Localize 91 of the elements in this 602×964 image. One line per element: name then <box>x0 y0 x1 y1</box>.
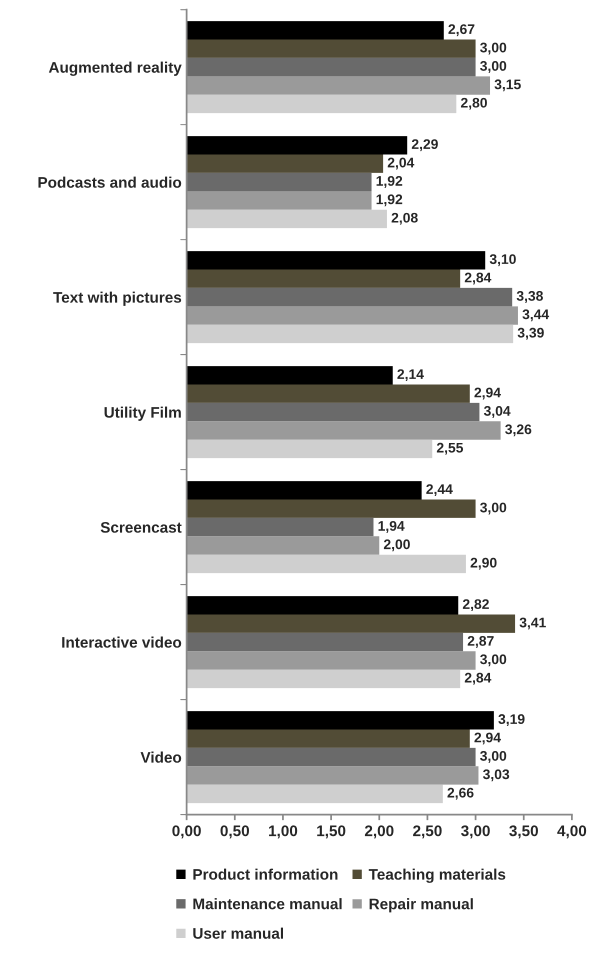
data-label: 3,39 <box>518 328 544 340</box>
data-label: 2,55 <box>436 442 464 455</box>
data-label: 3,00 <box>480 42 506 54</box>
legend-label: User manual <box>193 928 284 939</box>
bar <box>186 270 460 288</box>
legend-label: Product information <box>193 868 338 880</box>
bar <box>186 58 476 76</box>
bar <box>186 366 393 385</box>
data-label: 2,44 <box>426 484 453 496</box>
data-label: 3,44 <box>522 309 550 322</box>
bar <box>186 536 380 555</box>
data-label: 2,04 <box>388 158 414 170</box>
data-label: 3,03 <box>482 769 510 782</box>
data-label: 2,08 <box>392 212 418 225</box>
legend-label: Maintenance manual <box>193 898 342 910</box>
y-tick-label: Screencast <box>100 522 182 533</box>
x-tick-label: 3,00 <box>461 825 490 838</box>
y-tick-label: Augmented reality <box>48 62 182 76</box>
bar <box>186 651 476 670</box>
bar <box>186 384 470 403</box>
data-label: 3,26 <box>505 424 532 436</box>
data-label: 2,94 <box>474 388 501 400</box>
data-label: 3,00 <box>480 654 506 666</box>
x-tick-label: 0,00 <box>172 825 201 838</box>
bar <box>186 324 514 344</box>
data-label: 2,66 <box>447 788 474 800</box>
bar <box>186 136 408 155</box>
data-label: 3,15 <box>494 79 521 92</box>
data-label: 2,67 <box>448 24 474 36</box>
x-tick-label: 1,00 <box>269 825 298 838</box>
data-label: 2,87 <box>468 636 494 648</box>
bar <box>186 729 470 748</box>
bar <box>186 748 476 766</box>
y-tick-label: Video <box>140 752 182 763</box>
bar <box>186 632 464 652</box>
x-tick-label: 2,00 <box>364 825 394 838</box>
data-label: 3,04 <box>484 406 511 418</box>
data-label: 1,92 <box>376 176 402 188</box>
data-label: 1,94 <box>378 520 405 533</box>
bar <box>186 94 456 114</box>
x-tick-label: 3,50 <box>509 825 538 838</box>
bar <box>186 518 374 536</box>
data-label: 2,84 <box>464 272 492 284</box>
bar <box>186 670 460 688</box>
data-label: 2,94 <box>474 732 501 744</box>
bar <box>186 288 512 306</box>
data-label: 3,41 <box>520 618 546 630</box>
data-label: 3,00 <box>480 502 506 514</box>
bar <box>186 711 494 730</box>
bar <box>186 481 422 500</box>
data-label: 1,92 <box>376 194 402 206</box>
data-label: 3,10 <box>490 254 516 266</box>
bar <box>186 21 444 40</box>
bar <box>186 500 476 518</box>
bar <box>186 210 387 228</box>
data-label: 2,14 <box>397 369 424 382</box>
x-tick-label: 1,50 <box>317 825 346 838</box>
bar <box>186 191 372 210</box>
y-tick-label: Utility Film <box>104 406 181 421</box>
x-tick-label: 4,00 <box>557 825 586 838</box>
data-label: 2,82 <box>462 599 489 612</box>
bar <box>186 172 372 192</box>
data-label: 2,80 <box>460 98 487 110</box>
bar <box>186 440 432 458</box>
bar <box>186 402 480 422</box>
bar <box>186 40 476 58</box>
data-label: 2,29 <box>412 139 438 152</box>
legend-label: Repair manual <box>370 898 473 912</box>
bar <box>186 76 490 95</box>
data-label: 2,00 <box>384 539 410 552</box>
y-tick-label: Interactive video <box>62 636 182 648</box>
bar <box>186 784 443 804</box>
x-tick-label: 0,50 <box>220 825 250 838</box>
bar <box>186 306 518 325</box>
legend-label: Teaching materials <box>368 868 506 883</box>
x-tick-label: 2,50 <box>413 825 442 838</box>
bar <box>186 154 384 173</box>
bar <box>186 421 501 440</box>
data-label: 3,00 <box>480 61 506 73</box>
data-label: 3,19 <box>498 714 525 726</box>
bar <box>186 251 486 270</box>
y-tick-label: Podcasts and audio <box>38 176 182 188</box>
bar <box>186 614 516 633</box>
bar <box>186 554 466 574</box>
bar <box>186 766 478 785</box>
data-label: 3,00 <box>480 750 506 763</box>
data-label: 3,38 <box>516 291 543 303</box>
data-label: 2,90 <box>470 558 497 570</box>
y-tick-label: Text with pictures <box>53 292 182 306</box>
data-label: 2,84 <box>464 672 492 685</box>
bar <box>186 596 458 614</box>
